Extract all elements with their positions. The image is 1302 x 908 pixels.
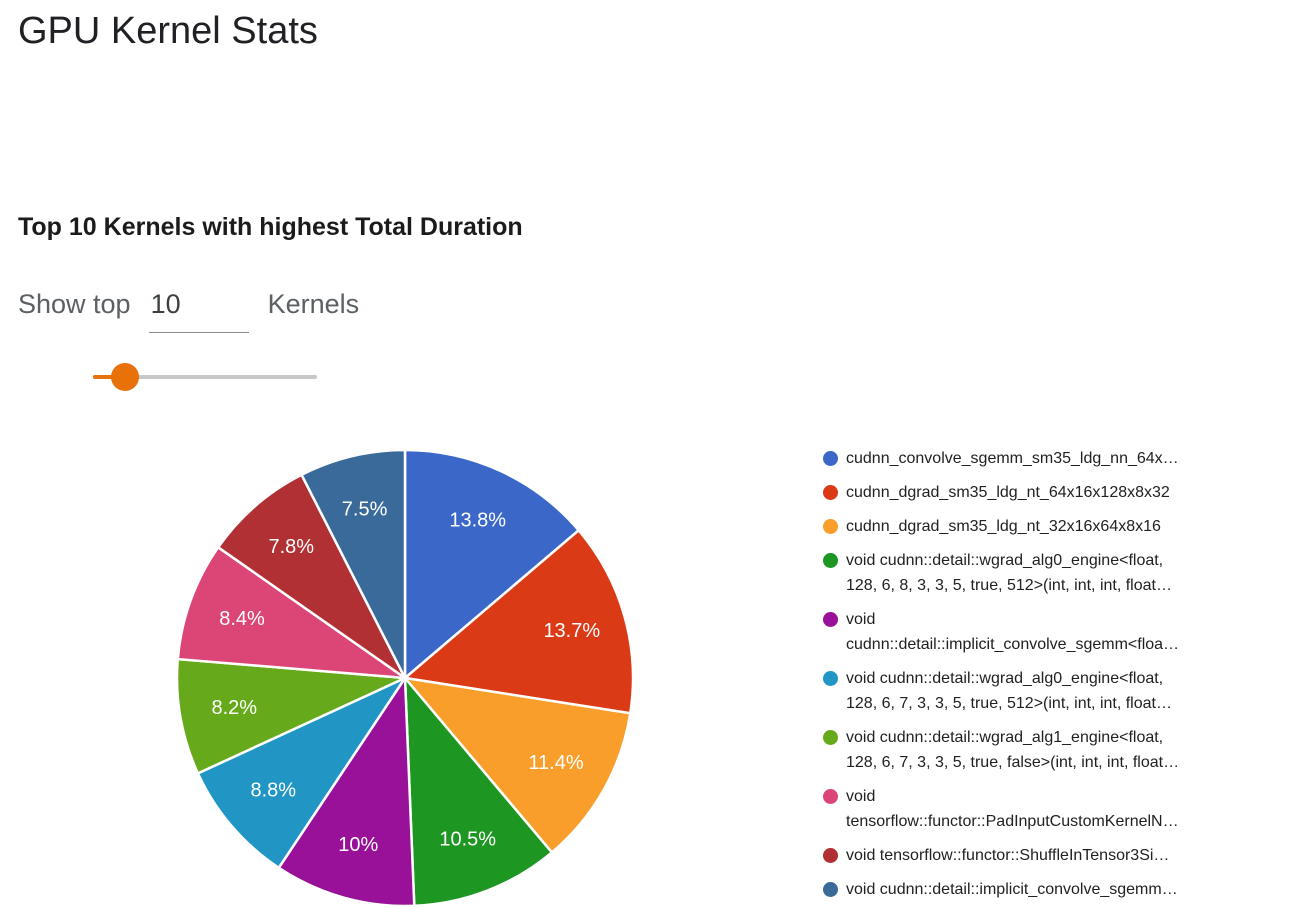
pie-slice[interactable]: [277, 674, 416, 908]
legend-color-dot: [823, 519, 838, 534]
pie-slice-label: 8.2%: [212, 697, 258, 719]
slider-active-track: [93, 375, 125, 379]
pie-slice-label: 13.7%: [543, 620, 600, 642]
pie-slice-label: 7.5%: [342, 499, 388, 521]
pie-slice[interactable]: [403, 674, 554, 908]
legend-label: void cudnn::detail::wgrad_alg0_engine<fl…: [846, 552, 1172, 594]
pie-slice[interactable]: [403, 448, 581, 681]
pie-slice[interactable]: [299, 448, 407, 679]
pie-slice-label: 7.8%: [269, 536, 315, 558]
legend-color-dot: [823, 882, 838, 897]
legend-item[interactable]: void tensorflow::functor::PadInputCustomK…: [822, 784, 1300, 834]
pie-slice-label: 13.8%: [449, 510, 506, 532]
legend-color-dot: [823, 730, 838, 745]
legend-color-dot: [823, 848, 838, 863]
legend-label: void cudnn::detail::implicit_convolve_sge…: [846, 611, 1180, 653]
legend-label: void cudnn::detail::wgrad_alg0_engine<fl…: [846, 670, 1172, 712]
kernels-label: Kernels: [267, 289, 360, 319]
pie-chart-svg[interactable]: 13.8% 13.7% 11.4% 10.5% 10% 8.8% 8.2% 8.4% 7.8% 7…: [165, 438, 645, 908]
pie-slice-label: 10%: [338, 834, 378, 856]
legend-label: void tensorflow::functor::ShuffleInTenso…: [846, 847, 1170, 864]
kernel-duration-pie-chart: 13.8% 13.7% 11.4% 10.5% 10% 8.8% 8.2% 8.4% 7.8% 7…: [165, 438, 645, 908]
legend-label: cudnn_dgrad_sm35_ldg_nt_32x16x64x8x16: [846, 518, 1161, 535]
page-title: GPU Kernel Stats: [18, 10, 318, 52]
legend-label: cudnn_dgrad_sm35_ldg_nt_64x16x128x8x32: [846, 484, 1170, 501]
legend-item[interactable]: cudnn_dgrad_sm35_ldg_nt_64x16x128x8x32: [822, 480, 1300, 505]
legend-item[interactable]: cudnn_dgrad_sm35_ldg_nt_32x16x64x8x16: [822, 514, 1300, 539]
show-top-label: Show top: [18, 289, 131, 319]
legend-color-dot: [823, 451, 838, 466]
legend-color-dot: [823, 553, 838, 568]
legend-label: void cudnn::detail::wgrad_alg1_engine<fl…: [846, 729, 1180, 771]
legend-color-dot: [823, 612, 838, 627]
show-top-controls: Show top Kernels: [18, 288, 359, 333]
legend-item[interactable]: void cudnn::detail::implicit_convolve_sg…: [822, 877, 1300, 902]
legend-label: void cudnn::detail::implicit_convolve_sg…: [846, 881, 1178, 898]
pie-slice-label: 8.8%: [251, 780, 297, 802]
pie-slice-label: 11.4%: [528, 752, 583, 774]
legend-color-dot: [823, 485, 838, 500]
legend-item[interactable]: void tensorflow::functor::ShuffleInTenso…: [822, 843, 1300, 868]
chart-legend: cudnn_convolve_sgemm_sm35_ldg_nn_64x…cud…: [822, 446, 1300, 908]
pie-slice[interactable]: [216, 473, 407, 680]
pie-slice[interactable]: [176, 545, 410, 680]
section-heading: Top 10 Kernels with highest Total Durati…: [18, 213, 523, 241]
legend-color-dot: [823, 671, 838, 686]
legend-color-dot: [823, 789, 838, 804]
legend-item[interactable]: void cudnn::detail::wgrad_alg0_engine<fl…: [822, 548, 1300, 598]
pie-slice[interactable]: [196, 675, 409, 870]
pie-slice-label: 10.5%: [439, 829, 496, 851]
top-count-input[interactable]: [148, 288, 249, 333]
pie-slice-label: 8.4%: [219, 608, 265, 630]
legend-item[interactable]: void cudnn::detail::implicit_convolve_sge…: [822, 607, 1300, 657]
slider-track[interactable]: [93, 375, 317, 379]
pie-slice[interactable]: [175, 657, 410, 776]
legend-label: cudnn_convolve_sgemm_sm35_ldg_nn_64x…: [846, 450, 1179, 467]
top-count-slider[interactable]: [93, 363, 317, 391]
slider-thumb[interactable]: [111, 363, 139, 391]
pie-slice[interactable]: [401, 676, 632, 855]
legend-label: void tensorflow::functor::PadInputCustomK…: [846, 788, 1179, 830]
pie-slice[interactable]: [402, 528, 635, 715]
legend-item[interactable]: void cudnn::detail::wgrad_alg1_engine<fl…: [822, 725, 1300, 775]
legend-item[interactable]: cudnn_convolve_sgemm_sm35_ldg_nn_64x…: [822, 446, 1300, 471]
legend-item[interactable]: void cudnn::detail::wgrad_alg0_engine<fl…: [822, 666, 1300, 716]
